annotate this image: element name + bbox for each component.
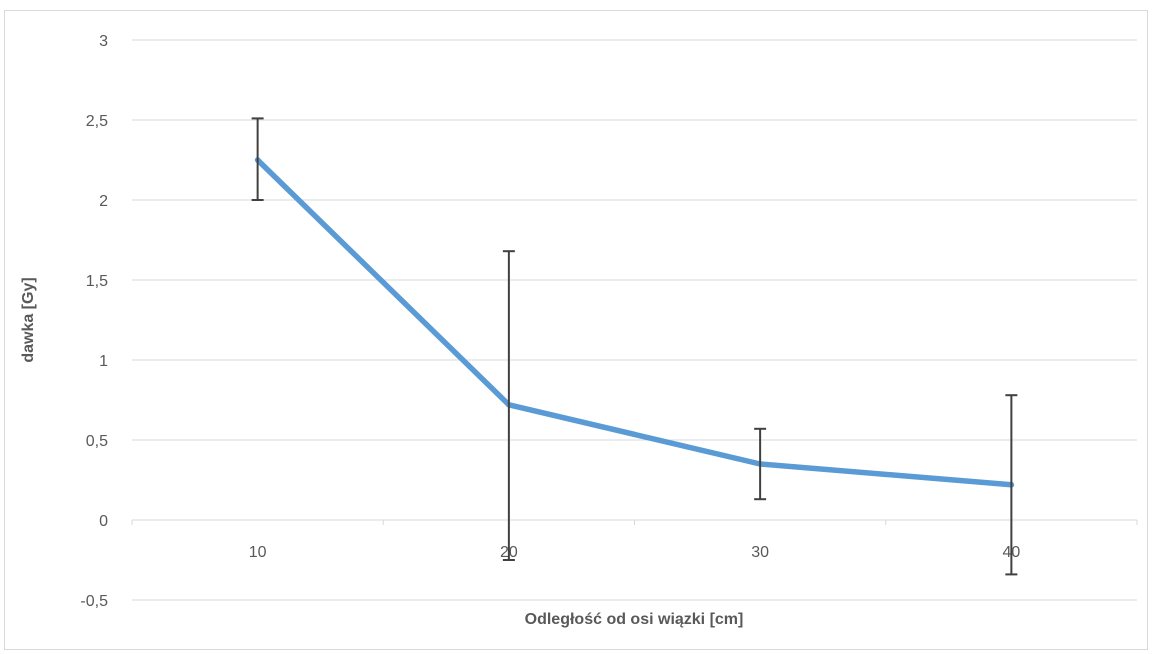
error-bar — [754, 427, 767, 501]
error-bar — [251, 117, 264, 201]
chart-frame — [4, 10, 1148, 650]
error-bar — [1005, 394, 1018, 576]
y-tick-label: -0,5 — [80, 593, 108, 610]
y-tick-label: 0 — [99, 513, 108, 530]
y-axis-title: dawka [Gy] — [20, 277, 37, 362]
y-tick-labels: 3 2,5 2 1,5 1 0,5 0 -0,5 — [80, 33, 108, 610]
x-axis-title: Odległość od osi wiązki [cm] — [525, 611, 744, 628]
y-tick-label: 2 — [99, 193, 108, 210]
y-tick-label: 2,5 — [86, 113, 108, 130]
x-axis — [131, 519, 1138, 525]
series-layer — [254, 157, 1015, 488]
y-tick-label: 1,5 — [86, 273, 108, 290]
x-tick-labels: 10 20 30 40 — [249, 544, 1021, 561]
x-tick-label: 30 — [751, 544, 769, 561]
y-tick-label: 1 — [99, 353, 108, 370]
x-tick-label: 10 — [249, 544, 267, 561]
error-bars — [251, 117, 1018, 576]
y-tick-label: 3 — [99, 33, 108, 50]
y-tick-label: 0,5 — [86, 433, 108, 450]
series-line — [254, 157, 1015, 488]
gridlines — [132, 39, 1137, 601]
error-bar — [502, 250, 515, 561]
